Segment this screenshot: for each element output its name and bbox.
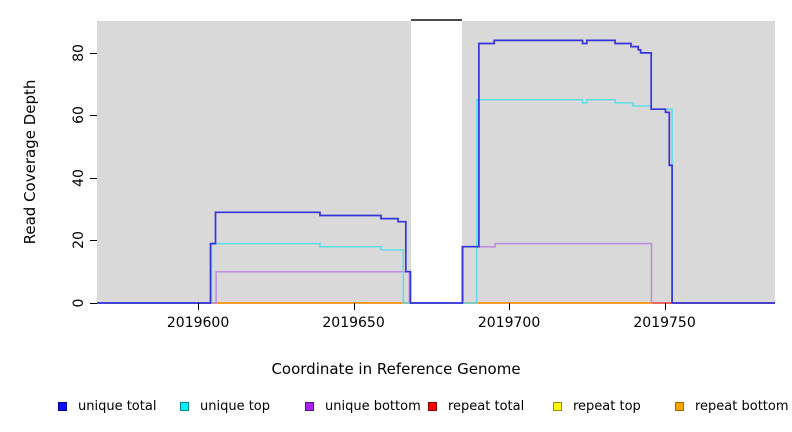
legend-item-unique-top: unique top <box>180 396 270 416</box>
series-line-unique-top <box>97 99 673 304</box>
series-line-unique-bottom <box>97 242 653 304</box>
y-tick-label: 0 <box>71 298 87 308</box>
y-tick-label: 40 <box>71 169 87 187</box>
x-tick-label: 2019700 <box>477 315 541 331</box>
y-axis-tick <box>90 240 97 242</box>
y-axis-tick <box>90 177 97 179</box>
legend-label: unique top <box>200 398 271 414</box>
x-axis-tick <box>353 303 355 310</box>
y-axis-title: Read Coverage Depth <box>21 79 39 245</box>
legend-swatch-repeat-bottom <box>675 401 684 411</box>
y-tick-label: 80 <box>71 43 87 62</box>
x-axis-tick <box>509 303 511 310</box>
legend-item-unique-total: unique total <box>58 396 156 416</box>
x-tick-label: 2019650 <box>322 315 385 331</box>
legend-item-repeat-bottom: repeat bottom <box>675 396 789 416</box>
legend-swatch-unique-total <box>58 401 67 411</box>
legend-item-unique-bottom: unique bottom <box>305 396 421 416</box>
legend-item-repeat-top: repeat top <box>553 396 641 416</box>
x-axis-tick <box>664 303 666 310</box>
y-tick-label: 60 <box>71 106 87 125</box>
y-axis-tick <box>90 303 97 304</box>
legend-swatch-repeat-top <box>553 401 562 411</box>
legend-swatch-repeat-total <box>428 401 437 411</box>
series-line-unique-total <box>97 39 775 304</box>
coverage-gap-band <box>410 19 462 303</box>
y-tick-label: 20 <box>71 231 87 250</box>
legend: unique total unique top unique bottom repea… <box>0 396 792 418</box>
x-tick-label: 2019600 <box>166 315 230 331</box>
x-axis-title: Coordinate in Reference Genome <box>271 360 521 378</box>
legend-label: unique bottom <box>325 398 421 414</box>
legend-swatch-unique-top <box>180 401 189 411</box>
y-axis-tick <box>90 115 97 117</box>
legend-swatch-unique-bottom <box>305 401 314 411</box>
legend-label: repeat total <box>448 398 525 414</box>
y-axis-tick <box>90 52 97 54</box>
legend-label: unique total <box>78 398 157 414</box>
x-axis-tick <box>198 303 200 310</box>
legend-label: repeat bottom <box>695 398 789 414</box>
legend-label: repeat top <box>573 398 641 414</box>
x-tick-label: 2019750 <box>633 315 696 331</box>
legend-item-repeat-total: repeat total <box>428 396 524 416</box>
